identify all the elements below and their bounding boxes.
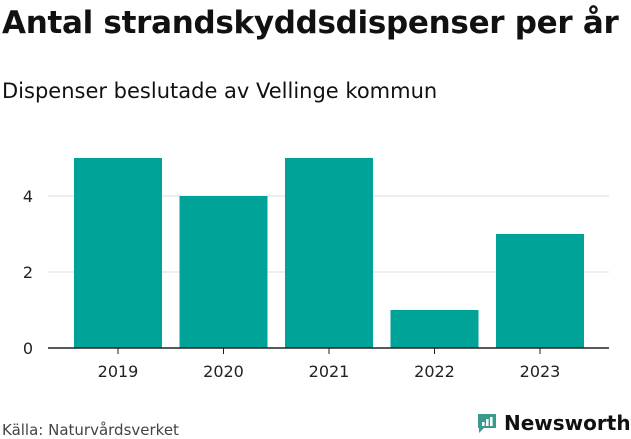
x-tick-label: 2022 xyxy=(414,362,455,381)
y-axis-ticks: 0 2 4 xyxy=(23,187,33,358)
chart-title: Antal strandskyddsdispenser per år xyxy=(2,5,619,41)
brand-name: Newsworthy xyxy=(504,411,631,435)
bar-2022 xyxy=(390,310,479,348)
bar-2023 xyxy=(496,234,584,348)
x-tick-label: 2023 xyxy=(520,362,561,381)
chart-subtitle: Dispenser beslutade av Vellinge kommun xyxy=(2,79,438,103)
bar-2021 xyxy=(285,158,373,348)
y-tick-label: 0 xyxy=(23,339,33,358)
x-tick-label: 2021 xyxy=(309,362,350,381)
brand[interactable]: Newsworthy xyxy=(476,408,631,438)
y-tick-label: 4 xyxy=(23,187,33,206)
x-axis-ticks: 2019 2020 2021 2022 2023 xyxy=(98,348,561,381)
x-tick-label: 2019 xyxy=(98,362,139,381)
bars xyxy=(74,158,584,348)
y-tick-label: 2 xyxy=(23,263,33,282)
bar-2019 xyxy=(74,158,162,348)
bar-2020 xyxy=(179,196,268,348)
newsworthy-logo-icon xyxy=(478,414,496,433)
x-tick-label: 2020 xyxy=(203,362,244,381)
source-note: Källa: Naturvårdsverket xyxy=(2,421,179,439)
